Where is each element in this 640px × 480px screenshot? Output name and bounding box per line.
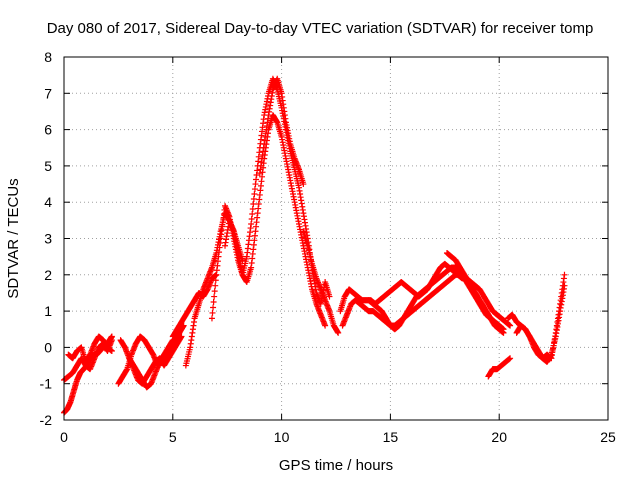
x-tick-label: 20 (491, 429, 507, 445)
data-point (322, 322, 329, 329)
x-tick-label: 10 (274, 429, 290, 445)
data-point (300, 181, 307, 188)
y-tick-label: 5 (44, 158, 52, 174)
data-point (507, 355, 514, 362)
data-point (209, 309, 216, 316)
y-tick-label: 0 (44, 339, 52, 355)
series-track-p (443, 250, 507, 333)
y-tick-label: 4 (44, 194, 52, 210)
y-axis-label: SDTVAR / TECUs (5, 178, 22, 298)
data-point (500, 326, 507, 333)
y-tick-label: 3 (44, 231, 52, 247)
data-point (212, 282, 219, 289)
data-point (211, 288, 218, 295)
data-point (210, 304, 217, 311)
data-point (561, 282, 568, 289)
chart-title: Day 080 of 2017, Sidereal Day-to-day VTE… (47, 20, 594, 37)
y-tick-label: 6 (44, 122, 52, 138)
data-point (561, 271, 568, 278)
data-point (178, 333, 185, 340)
y-tick-label: 8 (44, 49, 52, 65)
x-tick-label: 0 (60, 429, 68, 445)
y-tick-label: 7 (44, 85, 52, 101)
series-track-f (126, 337, 176, 391)
axis-ticks: 0 5 10 15 20 25 -2 -1 0 1 2 3 4 5 6 7 8 (40, 49, 616, 445)
series-track-c (65, 333, 115, 365)
y-tick-label: -2 (40, 412, 53, 428)
y-tick-label: -1 (40, 376, 53, 392)
x-tick-label: 5 (169, 429, 177, 445)
data-points (61, 75, 568, 416)
series-track-k (256, 75, 307, 188)
data-point (335, 329, 342, 336)
series-track-l (300, 228, 342, 336)
x-axis-label: GPS time / hours (279, 457, 393, 474)
data-point (326, 293, 333, 300)
data-point (108, 348, 115, 355)
y-tick-label: 2 (44, 267, 52, 283)
y-tick-label: 1 (44, 303, 52, 319)
grid-lines (64, 57, 608, 420)
x-tick-label: 15 (383, 429, 399, 445)
series-track-q (485, 355, 514, 380)
series-track-j (222, 112, 329, 329)
series-track-o (365, 264, 503, 333)
data-point (212, 277, 219, 284)
data-point (210, 299, 217, 306)
x-tick-label: 25 (600, 429, 616, 445)
data-point (211, 293, 218, 300)
series-track-i (208, 75, 333, 322)
data-point (507, 322, 514, 329)
plot-frame (63, 56, 609, 421)
series-track-s (513, 282, 568, 365)
data-point (108, 337, 115, 344)
data-point (208, 315, 215, 322)
